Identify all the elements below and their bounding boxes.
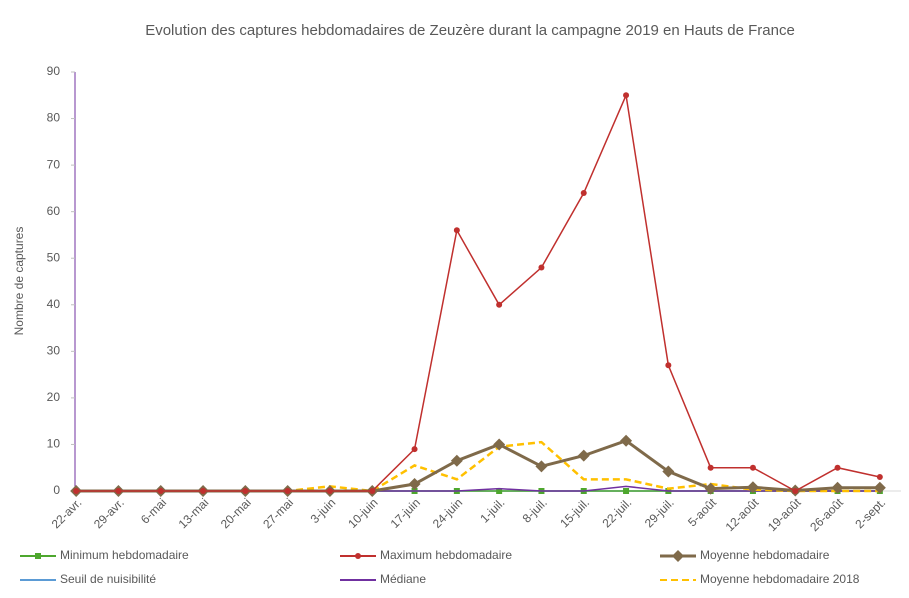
x-tick-label: 5-août xyxy=(685,495,719,529)
y-tick-label: 10 xyxy=(47,437,61,451)
x-tick-label: 17-juin xyxy=(388,495,423,530)
point xyxy=(157,488,164,494)
point xyxy=(242,488,249,494)
x-tick-label: 29-avr. xyxy=(91,495,127,531)
legend-label: Maximum hebdomadaire xyxy=(380,548,512,562)
point xyxy=(704,482,717,495)
x-tick-label: 3-juin xyxy=(308,495,339,526)
point xyxy=(411,446,418,453)
point xyxy=(496,301,503,308)
series-line xyxy=(76,440,880,493)
point xyxy=(623,92,630,99)
y-tick-label: 70 xyxy=(47,157,61,171)
point xyxy=(453,227,460,234)
y-tick-label: 20 xyxy=(47,390,61,404)
x-tick-label: 22-juil. xyxy=(600,495,635,530)
point xyxy=(326,488,333,494)
x-tick-label: 12-août xyxy=(723,495,762,534)
point xyxy=(284,488,291,494)
point xyxy=(496,488,503,494)
y-tick-label: 40 xyxy=(47,297,61,311)
x-tick-label: 15-juil. xyxy=(557,495,592,530)
x-tick-label: 20-mai xyxy=(218,495,254,531)
point xyxy=(662,465,675,478)
point xyxy=(623,488,630,494)
point xyxy=(538,264,545,271)
x-tick-label: 27-mai xyxy=(260,495,296,531)
point xyxy=(115,488,122,494)
point xyxy=(450,454,463,467)
y-tick-label: 60 xyxy=(47,204,61,218)
point xyxy=(792,488,799,494)
series-line xyxy=(76,439,880,493)
y-tick-label: 30 xyxy=(47,344,61,358)
legend-label: Moyenne hebdomadaire 2018 xyxy=(700,572,860,586)
legend-label: Minimum hebdomadaire xyxy=(60,548,189,562)
y-tick-label: 50 xyxy=(47,250,61,264)
chart-title: Evolution des captures hebdomadaires de … xyxy=(145,22,795,39)
point xyxy=(834,464,841,471)
point xyxy=(876,474,883,481)
point xyxy=(707,464,714,471)
x-tick-label: 13-mai xyxy=(176,495,212,531)
point xyxy=(831,481,844,494)
x-tick-label: 24-juin xyxy=(430,495,465,530)
point xyxy=(749,464,756,471)
legend-label: Moyenne hebdomadaire xyxy=(700,548,830,562)
point xyxy=(577,449,590,462)
point xyxy=(408,478,421,491)
x-tick-label: 19-août xyxy=(765,495,804,534)
y-tick-label: 90 xyxy=(47,64,61,78)
legend-label: Médiane xyxy=(380,572,426,586)
x-tick-label: 8-juil. xyxy=(520,495,550,525)
point xyxy=(746,481,759,494)
legend-marker xyxy=(672,550,684,562)
point xyxy=(73,488,80,494)
x-tick-label: 26-août xyxy=(807,495,846,534)
x-tick-label: 22-avr. xyxy=(49,495,85,531)
y-axis-label: Nombre de captures xyxy=(12,227,26,336)
legend-marker xyxy=(355,553,361,559)
y-tick-label: 0 xyxy=(53,483,60,497)
point xyxy=(369,488,376,494)
y-tick-label: 80 xyxy=(47,111,61,125)
point xyxy=(665,362,672,369)
legend-label: Seuil de nuisibilité xyxy=(60,572,156,586)
series-line xyxy=(76,92,881,492)
x-tick-label: 6-mai xyxy=(138,495,169,526)
x-tick-label: 1-juil. xyxy=(477,495,507,525)
point xyxy=(873,481,886,494)
point xyxy=(620,434,633,447)
point xyxy=(580,190,587,197)
point xyxy=(493,438,506,451)
legend-marker xyxy=(35,553,41,559)
point xyxy=(535,460,548,473)
x-tick-label: 10-juin xyxy=(345,495,380,530)
x-tick-label: 2-sept. xyxy=(852,495,888,531)
x-tick-label: 29-juil. xyxy=(642,495,677,530)
point xyxy=(200,488,207,494)
